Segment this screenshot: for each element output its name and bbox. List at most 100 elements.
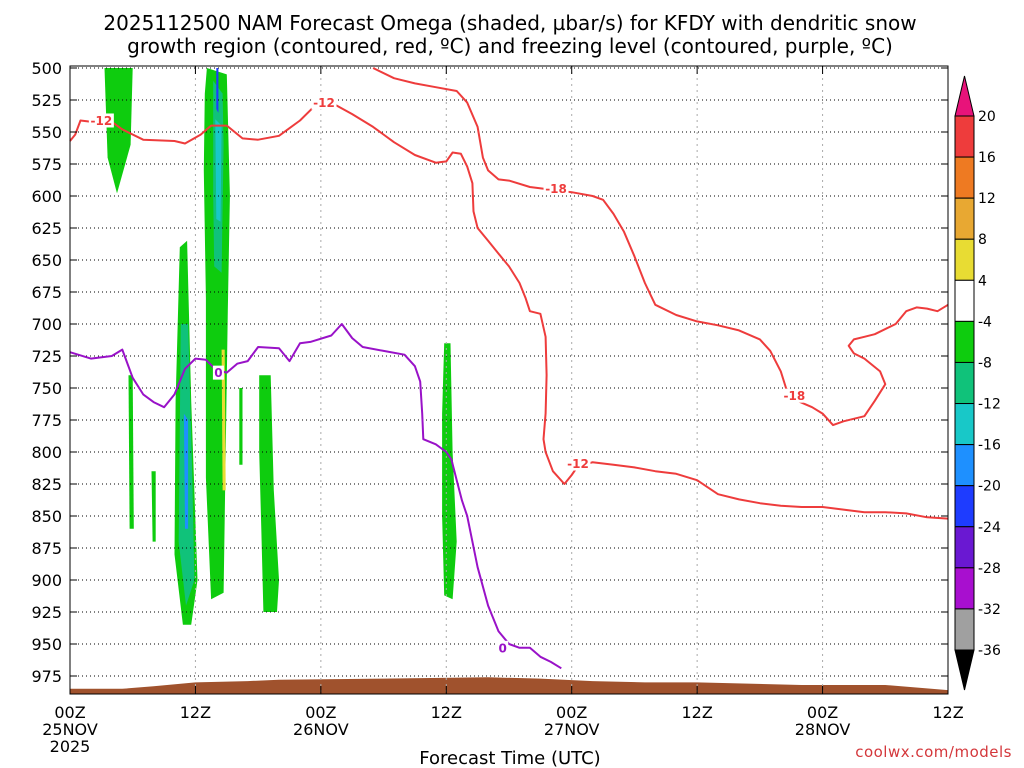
contour-label-bg bbox=[781, 388, 807, 403]
colorbar-bin bbox=[954, 197, 975, 240]
x-tick-label: 12Z bbox=[431, 703, 462, 722]
colorbar-label: -36 bbox=[978, 643, 1001, 659]
colorbar-label: 20 bbox=[978, 109, 996, 125]
y-tick-label: 625 bbox=[31, 219, 62, 238]
x-tick-label: 00Z bbox=[807, 703, 838, 722]
x-tick-date: 26NOV bbox=[293, 720, 349, 739]
colorbar-label: 16 bbox=[978, 150, 996, 166]
contour-label-bg bbox=[212, 365, 224, 380]
omega-region bbox=[183, 413, 189, 529]
contour-line bbox=[372, 67, 949, 427]
x-tick-year: 2025 bbox=[50, 737, 91, 756]
omega-region bbox=[215, 119, 222, 222]
contour-label: -12 bbox=[313, 96, 335, 110]
contour-line bbox=[69, 99, 949, 520]
colorbar-bin bbox=[954, 279, 975, 322]
colorbar-label: 8 bbox=[978, 232, 987, 248]
contour-lines: -12 -12 -12 -18 -18 0 0 bbox=[69, 67, 949, 670]
x-tick-date: 25NOV bbox=[42, 720, 98, 739]
y-tick-label: 600 bbox=[31, 187, 62, 206]
x-tick-label: 12Z bbox=[681, 703, 712, 722]
omega-shading bbox=[104, 68, 457, 625]
omega-region bbox=[442, 343, 457, 600]
x-tick-label: 00Z bbox=[305, 703, 336, 722]
x-tick-label: 00Z bbox=[556, 703, 587, 722]
credit-text: coolwx.com/models bbox=[855, 743, 1012, 761]
colorbar-label: -20 bbox=[978, 479, 1001, 495]
y-tick-label: 900 bbox=[31, 571, 62, 590]
colorbar-label: -24 bbox=[978, 520, 1001, 536]
contour-label-bg bbox=[543, 181, 569, 196]
plot-frame bbox=[69, 65, 949, 695]
colorbar-label: 4 bbox=[978, 273, 987, 289]
contour-label: -18 bbox=[545, 182, 567, 196]
colorbar-label: -12 bbox=[978, 397, 1001, 413]
colorbar-bin bbox=[954, 403, 975, 446]
omega-region bbox=[239, 388, 243, 465]
colorbar-bin bbox=[954, 156, 975, 199]
colorbar-bin bbox=[954, 320, 975, 363]
omega-region bbox=[221, 349, 226, 491]
colorbar-bin bbox=[954, 361, 975, 405]
y-tick-label: 975 bbox=[31, 667, 62, 686]
colorbar-bottom-arrow bbox=[954, 649, 975, 691]
contour-label: 0 bbox=[214, 366, 222, 380]
grid-lines bbox=[70, 66, 948, 694]
colorbar-label: -16 bbox=[978, 438, 1001, 454]
contour-label-bg bbox=[311, 95, 337, 110]
x-tick-label: 12Z bbox=[932, 703, 963, 722]
y-tick-label: 925 bbox=[31, 603, 62, 622]
contour-label: 0 bbox=[499, 641, 507, 655]
colorbar-label: -28 bbox=[978, 561, 1001, 577]
contour-label: -12 bbox=[567, 457, 589, 471]
terrain-fill bbox=[70, 677, 948, 694]
plot-area: -12 -12 -12 -18 -18 0 0 bbox=[69, 65, 949, 695]
colorbar: 20 16 12 8 4 -4 -8 -12 -16 -20 -24 -28 -32 -36 bbox=[954, 75, 1001, 691]
colorbar-bin bbox=[954, 238, 975, 281]
chart-title-line-1: 2025112500 NAM Forecast Omega (shaded, µ… bbox=[103, 11, 916, 35]
chart-title-line-2: growth region (contoured, red, ºC) and f… bbox=[127, 34, 893, 58]
y-tick-label: 575 bbox=[31, 155, 62, 174]
omega-region bbox=[128, 375, 134, 529]
colorbar-bin bbox=[954, 608, 975, 651]
x-tick-label: 00Z bbox=[54, 703, 85, 722]
omega-region bbox=[151, 471, 156, 542]
omega-region bbox=[259, 375, 279, 612]
x-tick-label: 12Z bbox=[180, 703, 211, 722]
y-tick-label: 950 bbox=[31, 635, 62, 654]
colorbar-bin bbox=[954, 526, 975, 569]
y-tick-label: 500 bbox=[31, 59, 62, 78]
colorbar-bin bbox=[954, 115, 975, 158]
y-tick-label: 875 bbox=[31, 539, 62, 558]
contour-label-bg bbox=[497, 640, 509, 655]
omega-region bbox=[216, 68, 219, 113]
colorbar-label: 12 bbox=[978, 191, 996, 207]
contour-label: -18 bbox=[784, 389, 806, 403]
contour-label-bg bbox=[88, 113, 114, 128]
y-tick-label: 550 bbox=[31, 123, 62, 142]
omega-region bbox=[104, 68, 133, 194]
y-axis: 500 525 550 575 600 625 650 675 700 725 750 775 800 8… bbox=[31, 59, 948, 686]
colorbar-bin bbox=[954, 485, 975, 528]
y-tick-label: 650 bbox=[31, 251, 62, 270]
contour-line bbox=[69, 323, 562, 670]
y-tick-label: 825 bbox=[31, 475, 62, 494]
contour-label-bg bbox=[565, 456, 591, 471]
x-tick-date: 27NOV bbox=[544, 720, 600, 739]
x-axis-label: Forecast Time (UTC) bbox=[419, 748, 600, 768]
colorbar-label: -32 bbox=[978, 602, 1001, 618]
y-tick-label: 775 bbox=[31, 411, 62, 430]
y-tick-label: 725 bbox=[31, 347, 62, 366]
y-tick-label: 675 bbox=[31, 283, 62, 302]
colorbar-bin bbox=[954, 567, 975, 610]
colorbar-label: -4 bbox=[978, 314, 992, 330]
colorbar-bin bbox=[954, 444, 975, 487]
y-tick-label: 850 bbox=[31, 507, 62, 526]
x-tick-date: 28NOV bbox=[795, 720, 851, 739]
colorbar-label: -8 bbox=[978, 355, 992, 371]
y-tick-label: 525 bbox=[31, 91, 62, 110]
y-tick-label: 700 bbox=[31, 315, 62, 334]
y-tick-label: 750 bbox=[31, 379, 62, 398]
